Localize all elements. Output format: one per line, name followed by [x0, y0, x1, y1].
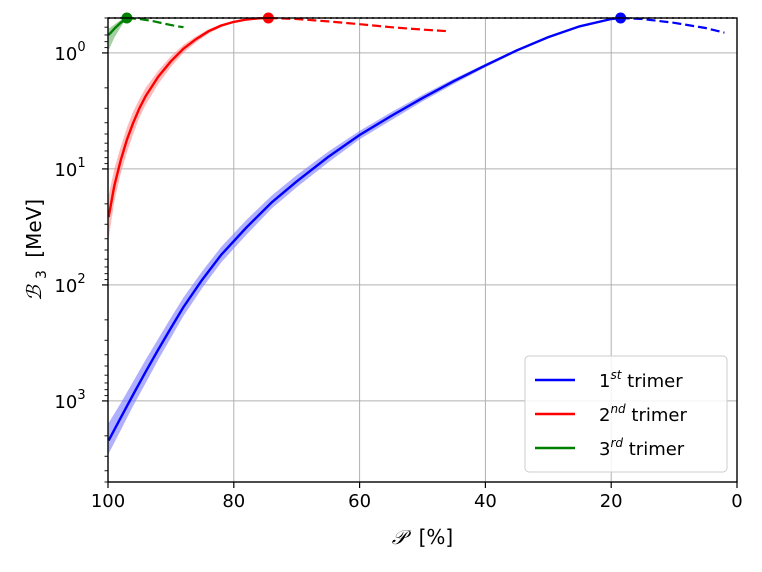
- legend-label-2nd-trimer: 2nd trimer: [599, 402, 687, 426]
- ticks: [102, 17, 738, 488]
- legend: 1st trimer 2nd trimer 3rd trimer: [524, 355, 728, 473]
- x-axis-label-symbol: 𝒫: [392, 525, 412, 549]
- x-tick-labels: 100 80 60 40 20 0: [91, 491, 743, 512]
- x-tick-label: 100: [91, 491, 125, 512]
- legend-label-1st-trimer: 1st trimer: [599, 368, 683, 392]
- legend-label-3rd-trimer: 3rd trimer: [599, 436, 685, 460]
- y-axis-label: ℬ 3 [MeV]: [22, 199, 51, 301]
- y-axis-label-unit: [MeV]: [22, 199, 46, 258]
- series-line-solid: [107, 16, 621, 442]
- series-line-dashed: [126, 16, 184, 29]
- x-axis-label: 𝒫 [%]: [392, 525, 453, 549]
- x-tick-label: 0: [731, 491, 742, 512]
- x-tick-label: 20: [600, 491, 623, 512]
- series-line-dashed: [268, 16, 448, 33]
- x-axis-label-unit: [%]: [419, 525, 454, 549]
- series-3rd-trimer: [107, 12, 184, 51]
- x-tick-label: 60: [348, 491, 371, 512]
- legend-box: [524, 355, 728, 473]
- y-tick-label: 102: [54, 272, 85, 297]
- uncertainty-band: [108, 18, 127, 51]
- y-tick-label: 100: [54, 40, 85, 65]
- y-tick-label: 103: [54, 388, 85, 413]
- x-tick-label: 80: [222, 491, 245, 512]
- series-2nd-trimer: [107, 12, 448, 239]
- y-tick-label: 101: [54, 156, 85, 181]
- y-axis-label-symbol: ℬ: [22, 284, 46, 301]
- series-line-solid: [107, 16, 269, 218]
- x-tick-label: 40: [474, 491, 497, 512]
- uncertainty-band: [108, 18, 269, 239]
- y-tick-labels: 100 101 102 103: [54, 40, 85, 413]
- y-axis-label-sub: 3: [34, 270, 50, 279]
- series-line-dashed: [620, 16, 725, 34]
